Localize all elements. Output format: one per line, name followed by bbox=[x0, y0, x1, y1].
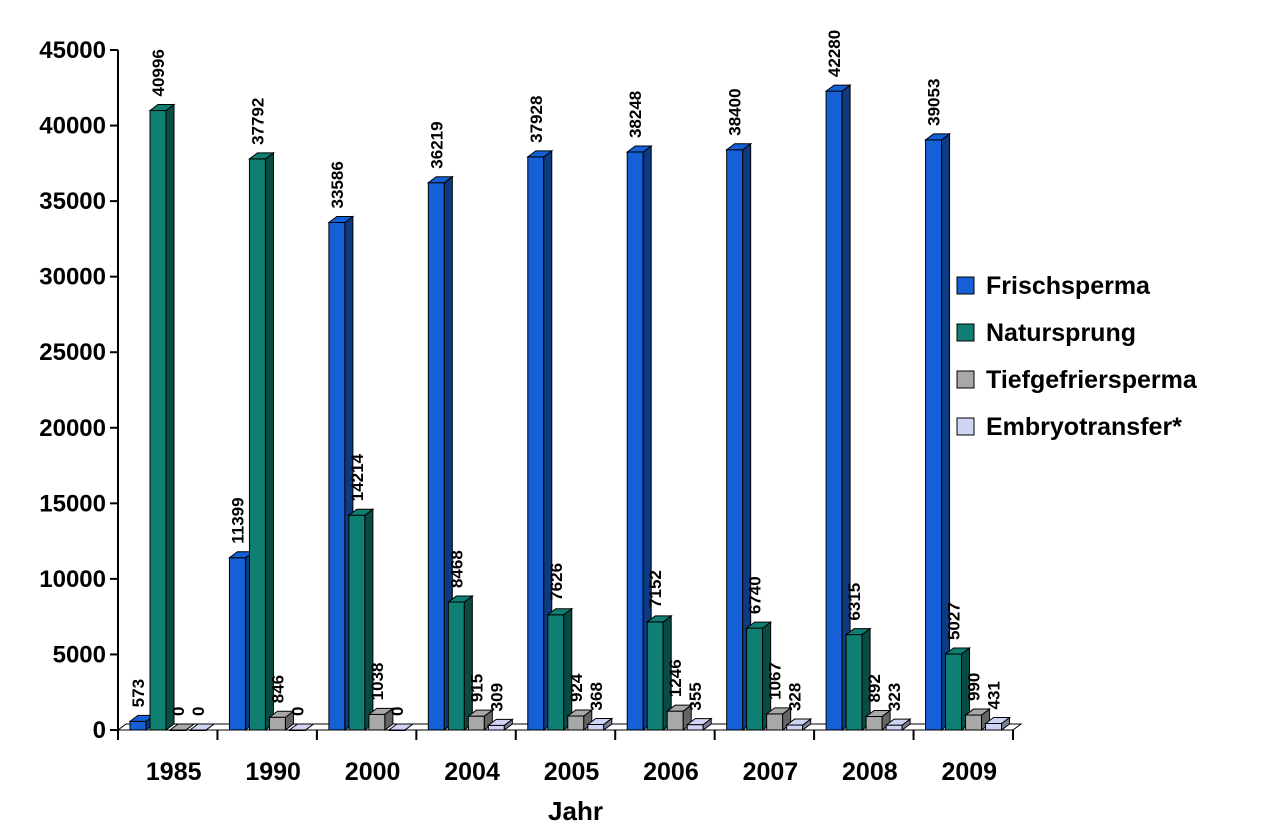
bar-embryotransfer-1990 bbox=[287, 723, 315, 731]
y-tick-label: 25000 bbox=[39, 339, 106, 366]
bar-embryotransfer-2007 bbox=[785, 718, 813, 731]
data-label: 36219 bbox=[427, 121, 446, 168]
x-tick-label: 2004 bbox=[444, 758, 500, 786]
bar-natursprung-1985 bbox=[148, 103, 176, 731]
data-label: 8468 bbox=[447, 550, 466, 588]
data-label: 990 bbox=[965, 673, 984, 701]
bar-natursprung-2005 bbox=[546, 607, 574, 731]
data-label: 924 bbox=[567, 673, 586, 702]
data-label: 38400 bbox=[726, 88, 745, 135]
y-tick-label: 15000 bbox=[39, 490, 106, 517]
data-label: 6315 bbox=[845, 583, 864, 621]
data-label: 7626 bbox=[547, 563, 566, 601]
y-tick-label: 35000 bbox=[39, 188, 106, 215]
bar-frischsperma-2009 bbox=[924, 132, 952, 731]
data-label: 892 bbox=[865, 674, 884, 702]
data-label: 6740 bbox=[746, 576, 765, 614]
x-tick-label: 2007 bbox=[743, 758, 799, 786]
legend-label: Frischsperma bbox=[986, 272, 1151, 300]
y-tick-label: 0 bbox=[93, 717, 106, 744]
legend-swatch bbox=[956, 417, 975, 436]
bar-tiefgefriersperma-1985 bbox=[168, 723, 196, 731]
data-label: 846 bbox=[268, 675, 287, 703]
bar-natursprung-2000 bbox=[347, 508, 375, 731]
data-label: 37928 bbox=[527, 96, 546, 143]
data-label: 7152 bbox=[646, 570, 665, 608]
data-label: 11399 bbox=[228, 497, 247, 543]
bar-tiefgefriersperma-2006 bbox=[665, 704, 693, 731]
y-tick-label: 40000 bbox=[39, 113, 106, 140]
legend-swatch bbox=[956, 323, 975, 342]
x-tick-label: 2005 bbox=[544, 758, 600, 786]
bar-tiefgefriersperma-2007 bbox=[765, 706, 793, 731]
bar-embryotransfer-2009 bbox=[984, 716, 1012, 731]
bar-frischsperma-2004 bbox=[426, 175, 454, 731]
legend-label: Embryotransfer* bbox=[986, 413, 1182, 441]
bar-natursprung-2007 bbox=[745, 621, 773, 731]
x-tick-label: 2006 bbox=[643, 758, 699, 786]
x-tick-label: 2009 bbox=[941, 758, 997, 786]
x-tick-label: 1990 bbox=[245, 758, 301, 786]
legend-label: Tiefgefriersperma bbox=[986, 366, 1198, 394]
x-tick-label: 1985 bbox=[146, 758, 202, 786]
y-tick-label: 10000 bbox=[39, 566, 106, 593]
bar-natursprung-1990 bbox=[247, 151, 275, 731]
data-label: 1246 bbox=[666, 659, 685, 697]
data-label: 573 bbox=[129, 679, 148, 707]
data-label: 37792 bbox=[248, 98, 267, 145]
data-label: 915 bbox=[467, 674, 486, 702]
bar-frischsperma-2006 bbox=[625, 145, 653, 731]
data-label: 0 bbox=[189, 707, 208, 716]
data-label: 368 bbox=[587, 682, 606, 710]
bar-embryotransfer-2000 bbox=[387, 723, 415, 731]
x-tick-label: 2008 bbox=[842, 758, 898, 786]
data-label: 431 bbox=[985, 681, 1004, 709]
bar-embryotransfer-1985 bbox=[188, 723, 216, 731]
data-label: 5027 bbox=[945, 602, 964, 640]
data-label: 14214 bbox=[348, 453, 367, 501]
legend-label: Natursprung bbox=[986, 319, 1136, 347]
bar-embryotransfer-2008 bbox=[884, 718, 912, 731]
data-label: 1067 bbox=[766, 662, 785, 700]
data-label: 1038 bbox=[368, 662, 387, 700]
y-tick-label: 20000 bbox=[39, 415, 106, 442]
y-tick-label: 45000 bbox=[39, 37, 106, 64]
bar-frischsperma-2007 bbox=[725, 142, 753, 731]
data-label: 355 bbox=[686, 682, 705, 710]
data-label: 33586 bbox=[328, 161, 347, 208]
bar-tiefgefriersperma-2000 bbox=[367, 707, 395, 731]
legend-swatch bbox=[956, 370, 975, 389]
bar-embryotransfer-2004 bbox=[486, 718, 514, 732]
y-tick-label: 5000 bbox=[53, 641, 106, 668]
bar-frischsperma-2008 bbox=[824, 84, 852, 731]
data-label: 0 bbox=[169, 707, 188, 716]
data-label: 328 bbox=[786, 683, 805, 711]
data-label: 40996 bbox=[149, 49, 168, 96]
data-label: 0 bbox=[288, 707, 307, 716]
data-label: 42280 bbox=[825, 30, 844, 77]
data-label: 309 bbox=[487, 683, 506, 711]
bar-embryotransfer-2006 bbox=[685, 717, 713, 731]
data-label: 39053 bbox=[925, 79, 944, 126]
bar-natursprung-2008 bbox=[844, 627, 872, 731]
data-label: 323 bbox=[885, 683, 904, 711]
y-tick-label: 30000 bbox=[39, 264, 106, 291]
x-axis-title: Jahr bbox=[548, 796, 603, 826]
data-label: 38248 bbox=[626, 91, 645, 138]
data-label: 0 bbox=[388, 707, 407, 716]
bar-embryotransfer-2005 bbox=[586, 717, 614, 731]
bar-natursprung-2004 bbox=[446, 595, 474, 731]
bar-frischsperma-2005 bbox=[526, 149, 554, 731]
legend-swatch bbox=[956, 276, 975, 295]
x-tick-label: 2000 bbox=[345, 758, 401, 786]
bar-tiefgefriersperma-1990 bbox=[267, 710, 295, 731]
